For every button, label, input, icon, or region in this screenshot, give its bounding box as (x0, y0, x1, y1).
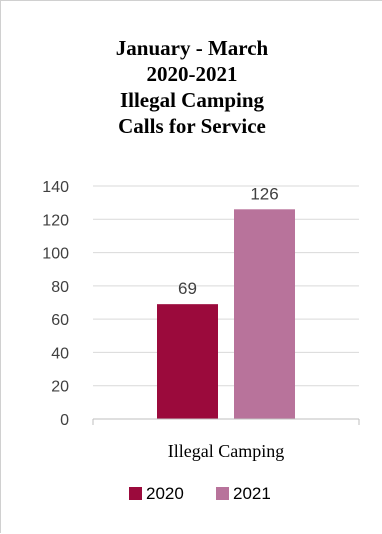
chart-title-line-2: 2020-2021 (147, 62, 238, 86)
y-tick-label: 0 (60, 412, 69, 429)
y-tick-label: 20 (51, 379, 69, 396)
chart-title: January - March 2020-2021 Illegal Campin… (116, 36, 269, 138)
gridlines (93, 185, 359, 387)
bar-2020 (157, 304, 218, 419)
x-axis: Illegal Camping (92, 418, 360, 461)
y-tick-label: 100 (42, 246, 69, 263)
chart-title-line-1: January - March (116, 36, 269, 60)
y-tick-label: 40 (51, 345, 69, 362)
legend: 2020 2021 (129, 484, 271, 503)
bar-2021 (234, 209, 295, 419)
legend-swatch-2021 (216, 487, 229, 500)
y-tick-label: 80 (51, 279, 69, 296)
y-tick-label: 120 (42, 212, 69, 229)
x-category-label: Illegal Camping (168, 441, 284, 461)
data-labels: 69 126 (178, 184, 279, 298)
legend-label-2020: 2020 (146, 484, 184, 503)
data-label-2020: 69 (178, 279, 197, 298)
y-tick-label: 140 (42, 179, 69, 196)
chart-title-line-3: Illegal Camping (120, 88, 265, 112)
y-tick-label: 60 (51, 312, 69, 329)
data-label-2021: 126 (250, 184, 278, 203)
legend-swatch-2020 (129, 487, 142, 500)
bars (157, 209, 295, 419)
y-axis-tick-labels: 0 20 40 60 80 100 120 140 (42, 179, 69, 429)
legend-label-2021: 2021 (233, 484, 271, 503)
chart-title-line-4: Calls for Service (118, 114, 266, 138)
